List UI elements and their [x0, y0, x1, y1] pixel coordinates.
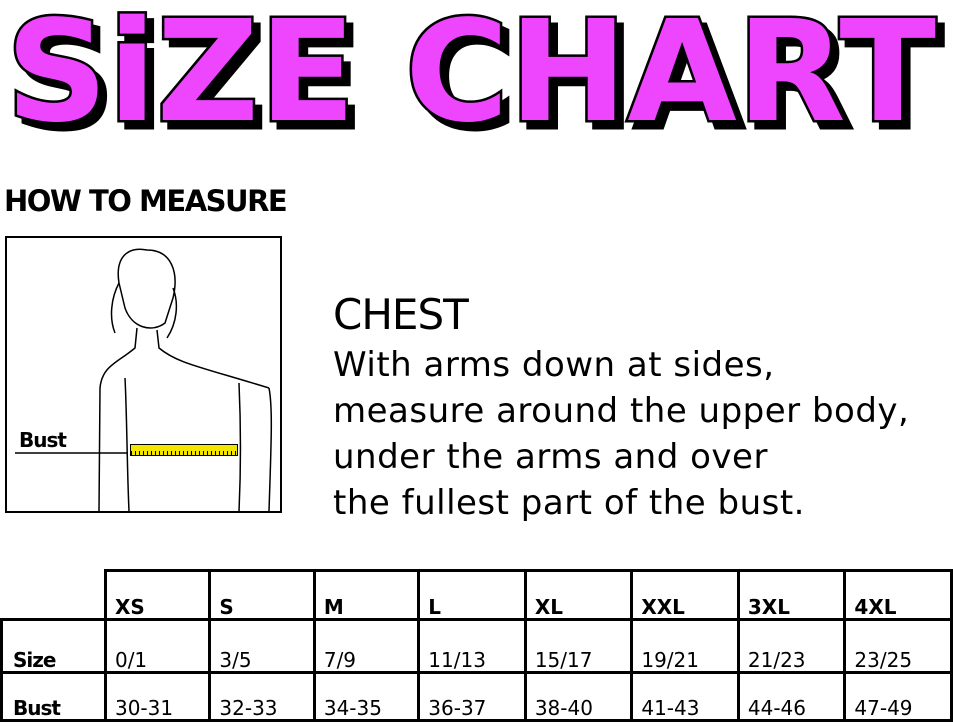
table-cell: 3/5 — [208, 618, 316, 674]
table-cell: 19/21 — [630, 618, 740, 674]
table-cell: 7/9 — [312, 618, 421, 674]
table-cell: 21/23 — [736, 618, 847, 674]
chest-instructions: With arms down at sides, measure around … — [333, 342, 909, 526]
how-to-measure-heading: HOW TO MEASURE — [4, 184, 288, 218]
row-label: Bust — [0, 671, 107, 722]
table-row: Bust 30-31 32-33 34-35 36-37 38-40 41-43… — [0, 671, 953, 722]
table-cell: 41-43 — [630, 671, 740, 722]
size-header: 4XL — [843, 569, 953, 621]
size-header: XS — [103, 569, 212, 621]
table-cell: 47-49 — [843, 671, 953, 722]
size-chart-title: SiZE CHART — [4, 0, 939, 142]
instruction-line: the fullest part of the bust. — [333, 483, 805, 523]
table-cell: 11/13 — [417, 618, 527, 674]
table-cell: 44-46 — [736, 671, 847, 722]
header-row: XS S M L XL XXL 3XL 4XL — [1, 569, 953, 621]
table-cell: 32-33 — [208, 671, 316, 722]
bust-label: Bust — [19, 428, 67, 452]
table-cell: 23/25 — [843, 618, 953, 674]
size-header: S — [208, 569, 316, 621]
corner-cell — [1, 570, 107, 621]
table-row: Size 0/1 3/5 7/9 11/13 15/17 19/21 21/23… — [0, 618, 953, 674]
woman-figure-icon — [15, 248, 273, 512]
measuring-tape — [130, 444, 238, 456]
size-header: M — [312, 569, 421, 621]
row-label: Size — [0, 618, 107, 674]
measure-illustration: Bust — [5, 236, 282, 513]
size-header: 3XL — [736, 569, 847, 621]
size-header: XXL — [630, 569, 740, 621]
chest-heading: CHEST — [333, 290, 469, 339]
table-cell: 36-37 — [417, 671, 527, 722]
instruction-line: With arms down at sides, — [333, 345, 775, 385]
table-cell: 0/1 — [103, 618, 212, 674]
table-cell: 38-40 — [523, 671, 634, 722]
instruction-line: under the arms and over — [333, 437, 768, 477]
title-text: SiZE CHART — [6, 0, 936, 142]
size-header: XL — [523, 569, 634, 621]
table-cell: 30-31 — [103, 671, 212, 722]
size-header: L — [417, 569, 527, 621]
size-table: XS S M L XL XXL 3XL 4XL Size 0/1 3/5 7/9… — [0, 569, 953, 722]
table-cell: 15/17 — [523, 618, 634, 674]
table-cell: 34-35 — [312, 671, 421, 722]
instruction-line: measure around the upper body, — [333, 391, 910, 431]
